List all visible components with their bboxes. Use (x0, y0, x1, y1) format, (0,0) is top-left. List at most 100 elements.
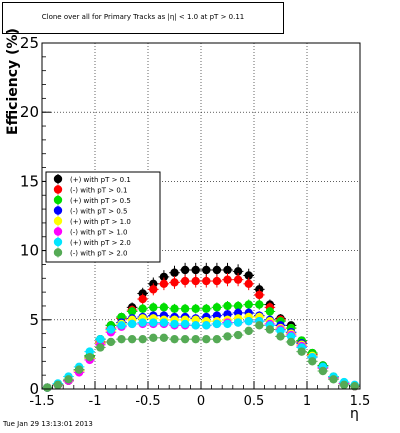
data-point (106, 337, 116, 347)
data-point (265, 325, 275, 334)
chart-title: Clone over all for Primary Tracks as |η|… (41, 13, 245, 21)
data-point (138, 304, 147, 313)
data-point (159, 333, 169, 342)
data-point (212, 334, 222, 344)
data-point (223, 332, 232, 341)
data-point (170, 319, 179, 329)
data-point (286, 337, 296, 347)
data-point (202, 334, 211, 344)
data-point (117, 334, 126, 344)
legend-label: (-) with pT > 2.0 (70, 250, 127, 258)
data-point (138, 334, 147, 344)
data-point (149, 333, 158, 342)
data-point (191, 321, 200, 330)
data-point (149, 303, 158, 312)
x-tick-label: -1.5 (29, 394, 54, 409)
legend-label: (-) with pT > 1.0 (70, 229, 127, 237)
y-axis-title: Efficiency (%) (5, 28, 21, 135)
data-point (127, 307, 137, 316)
data-point (212, 265, 222, 275)
data-point (85, 352, 94, 362)
data-point (191, 265, 200, 275)
data-point (64, 375, 73, 384)
data-point (202, 276, 211, 286)
data-point (138, 318, 147, 327)
legend-label: (-) with pT > 0.5 (70, 208, 127, 216)
legend-label: (+) with pT > 2.0 (70, 239, 131, 247)
data-point (202, 265, 211, 275)
legend-label: (+) with pT > 1.0 (70, 218, 131, 226)
data-point (329, 375, 338, 384)
y-tick-label: 20 (20, 103, 39, 121)
data-point (255, 300, 264, 309)
x-axis-title: η (350, 406, 359, 422)
data-point (202, 321, 211, 330)
x-tick-label: 1 (303, 394, 311, 409)
data-point (233, 330, 243, 340)
data-point (180, 276, 190, 286)
x-tick-label: 0.5 (244, 394, 265, 409)
legend: (+) with pT > 0.1 (-) with pT > 0.1 (+) wi… (45, 171, 161, 263)
data-point (159, 318, 169, 327)
data-point (244, 326, 253, 336)
data-point (180, 304, 190, 313)
data-point (233, 318, 243, 327)
series-0 (42, 262, 360, 392)
data-point (223, 265, 232, 275)
data-point (212, 276, 222, 286)
legend-label: (+) with pT > 0.1 (70, 176, 131, 184)
data-point (308, 357, 317, 366)
legend-label: (-) with pT > 0.1 (70, 187, 127, 195)
data-point (117, 321, 126, 330)
data-point (244, 316, 253, 326)
data-point (255, 290, 264, 300)
data-point (297, 347, 306, 356)
data-point (106, 325, 116, 334)
data-point (138, 294, 147, 304)
data-point (180, 319, 190, 329)
data-point (170, 268, 179, 277)
data-point (212, 319, 222, 329)
data-point (202, 304, 211, 313)
data-point (159, 279, 169, 289)
timestamp: Tue Jan 29 13:13:01 2013 (3, 420, 93, 428)
y-tick-label: 25 (20, 34, 39, 52)
data-point (212, 303, 222, 312)
data-point (233, 275, 243, 284)
series-7 (42, 321, 360, 392)
data-point (255, 321, 264, 330)
series-layer (42, 262, 360, 392)
data-point (74, 365, 84, 374)
data-point (127, 319, 137, 329)
data-point (96, 343, 105, 352)
data-point (244, 300, 253, 309)
data-point (223, 301, 232, 311)
data-point (191, 334, 200, 344)
data-point (265, 307, 275, 316)
data-point (350, 382, 359, 391)
data-point (180, 334, 190, 344)
x-tick-label: -1 (89, 394, 102, 409)
data-point (276, 332, 285, 341)
data-point (233, 301, 243, 311)
data-point (170, 304, 179, 313)
data-point (244, 279, 253, 289)
data-point (223, 319, 232, 329)
series-1 (42, 273, 360, 392)
data-point (170, 334, 179, 344)
x-tick-label: -0.5 (135, 394, 160, 409)
y-tick-label: 15 (20, 172, 39, 190)
data-point (159, 272, 169, 282)
data-point (191, 276, 200, 286)
data-point (180, 265, 190, 275)
x-tick-label: 1.5 (350, 394, 371, 409)
data-point (233, 267, 243, 276)
y-tick-label: 0 (29, 380, 39, 398)
data-point (53, 380, 63, 390)
data-point (127, 334, 137, 344)
data-point (223, 275, 232, 284)
data-point (244, 271, 253, 280)
x-tick-label: 0 (197, 394, 205, 409)
axes: -1.5 -1 -0.5 0 0.5 1 1.5 0 5 10 15 20 25 (20, 34, 370, 409)
data-point (149, 318, 158, 327)
